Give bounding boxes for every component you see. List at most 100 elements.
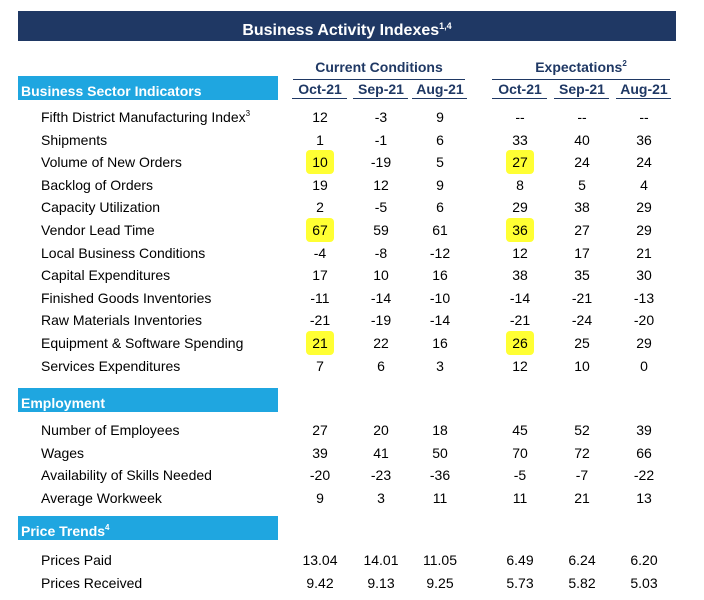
row-label: Local Business Conditions [41,245,205,261]
cell-value: 29 [636,222,652,238]
column-header-underline [492,98,547,99]
cell-value: 9 [436,176,444,193]
highlighted-value: 27 [506,150,534,175]
table-cell: 6.20 [614,552,674,568]
cell-value: -13 [633,289,655,306]
cell-value: 5 [578,176,586,193]
cell-value: 9 [316,489,324,506]
section-title: Price Trends [21,523,106,539]
table-cell: 5.73 [490,575,550,591]
table-cell: 67 [290,218,350,242]
table-cell: -5 [490,467,550,483]
column-header-underline [353,98,408,99]
cell-value: 52 [574,422,590,438]
table-cell: 40 [552,132,612,148]
table-cell: -21 [552,290,612,306]
table-cell: 29 [490,199,550,215]
row-label-text: Services Expenditures [41,357,181,374]
table-cell: 5 [410,154,470,170]
cell-value: -20 [309,467,331,484]
cell-value: 17 [574,244,590,261]
cell-value: 21 [574,489,590,506]
cell-value: 13.04 [302,552,338,568]
group-expect-sup: 2 [622,59,627,68]
table-cell: 7 [290,358,350,374]
cell-value: -21 [571,289,593,306]
cell-value: -7 [575,467,589,484]
group-expect-label: Expectations [535,59,623,75]
table-cell: 6 [351,358,411,374]
cell-value: 1 [316,131,324,148]
table-cell: 25 [552,335,612,351]
table-cell: -7 [552,467,612,483]
table-cell: 24 [552,154,612,170]
group-expectations: Expectations2 [492,59,670,75]
table-cell: 52 [552,422,612,438]
table-cell: -4 [290,245,350,261]
section-header: Price Trends4 [18,516,278,540]
cell-value: 12 [512,357,528,374]
table-cell: 29 [614,222,674,238]
cell-value: 9.25 [426,574,454,591]
row-label: Prices Received [41,575,142,591]
row-label-text: Vendor Lead Time [41,222,155,238]
row-label: Vendor Lead Time [41,222,155,238]
table-cell: 11 [490,490,550,506]
table-cell: -1 [351,132,411,148]
table-cell: 45 [490,422,550,438]
table-cell: -3 [351,109,411,125]
cell-value: 13 [636,489,652,506]
cell-value: 9.42 [306,574,334,591]
column-header: Aug-21 [620,81,668,97]
table-cell: 38 [552,199,612,215]
table-title: Business Activity Indexes1,4 [18,11,676,41]
cell-value: 2 [316,199,324,216]
table-cell: 21 [290,331,350,355]
cell-value: 3 [377,489,385,506]
highlighted-value: 21 [306,331,334,355]
cell-value: 66 [636,444,652,461]
table-cell: 9 [410,109,470,125]
cell-value: 11 [432,489,448,506]
cell-value: 27 [574,222,590,238]
table-cell: 4 [614,177,674,193]
table-cell: 41 [351,445,411,461]
table-cell: -- [614,109,674,125]
cell-value: 9 [436,109,444,125]
table-cell: 9.25 [410,575,470,591]
table-cell: 26 [490,331,550,355]
cell-value: -4 [313,244,327,261]
cell-value: 5.73 [506,574,534,591]
table-cell: 36 [490,218,550,242]
table-cell: 35 [552,267,612,283]
table-cell: 9.13 [351,575,411,591]
row-label-footnote: 3 [245,109,251,118]
row-label: Backlog of Orders [41,177,153,193]
row-label-text: Finished Goods Inventories [41,289,212,306]
table-cell: 21 [552,490,612,506]
cell-value: -14 [429,312,451,329]
table-cell: -20 [290,467,350,483]
column-header-underline [616,98,671,99]
cell-value: 36 [636,131,652,148]
table-cell: 50 [410,445,470,461]
table-cell: 5.03 [614,575,674,591]
table-cell: 10 [552,358,612,374]
table-cell: 29 [614,335,674,351]
table-cell: 66 [614,445,674,461]
table-cell: 17 [290,267,350,283]
row-label-text: Fifth District Manufacturing Index [41,109,246,125]
section-footnote: 4 [105,523,110,532]
cell-value: 6.24 [568,552,596,568]
table-cell: 3 [351,490,411,506]
cell-value: 70 [512,444,528,461]
cell-value: 24 [574,154,590,171]
row-label: Availability of Skills Needed [41,467,212,483]
table-cell: 12 [490,358,550,374]
cell-value: 7 [316,357,324,374]
cell-value: -20 [633,312,655,329]
table-cell: 9 [410,177,470,193]
section-title: Employment [21,395,106,411]
cell-value: 29 [636,199,652,216]
cell-value: -11 [310,289,330,306]
